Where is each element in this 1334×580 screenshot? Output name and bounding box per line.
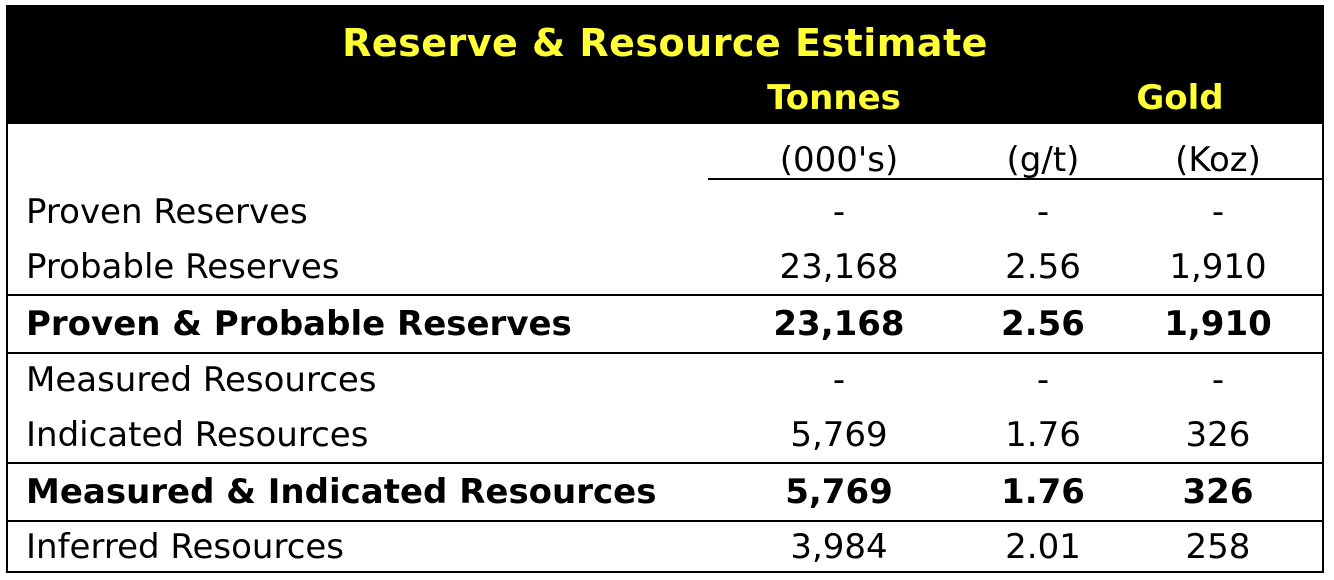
cell-tonnes: 5,769: [790, 415, 888, 455]
cell-grade: -: [1036, 192, 1050, 232]
table-row-proven-reserves: Proven Reserves - - -: [8, 184, 1322, 240]
cell-koz: 326: [1185, 415, 1251, 455]
cell-tonnes: 23,168: [773, 304, 905, 344]
unit-ounces: (Koz): [1175, 140, 1261, 180]
column-header-gold: Gold: [1136, 78, 1224, 118]
table-row-inferred-resources: Inferred Resources 3,984 2.01 258: [8, 519, 1322, 575]
cell-grade: 1.76: [1005, 415, 1081, 455]
table-row-measured-indicated-resources: Measured & Indicated Resources 5,769 1.7…: [8, 462, 1322, 522]
row-label: Indicated Resources: [26, 415, 369, 455]
cell-koz: 258: [1185, 527, 1251, 567]
unit-tonnes: (000's): [779, 140, 899, 180]
column-header-tonnes: Tonnes: [767, 78, 901, 118]
cell-koz: 1,910: [1169, 247, 1267, 287]
units-underline: [708, 178, 1324, 180]
table-row-measured-resources: Measured Resources - - -: [8, 352, 1322, 408]
row-label: Measured & Indicated Resources: [26, 472, 657, 512]
cell-tonnes: 5,769: [785, 472, 893, 512]
cell-grade: 2.01: [1005, 527, 1081, 567]
cell-grade: 2.56: [1005, 247, 1081, 287]
cell-tonnes: -: [832, 360, 846, 400]
row-label: Measured Resources: [26, 360, 377, 400]
cell-koz: -: [1211, 192, 1225, 232]
table-header: Reserve & Resource Estimate Tonnes Gold: [8, 7, 1322, 124]
cell-grade: 2.56: [1001, 304, 1085, 344]
table-title: Reserve & Resource Estimate: [342, 21, 988, 65]
cell-koz: 326: [1182, 472, 1254, 512]
estimate-table: Reserve & Resource Estimate Tonnes Gold …: [6, 5, 1324, 573]
cell-tonnes: -: [832, 192, 846, 232]
table-row-proven-probable-reserves: Proven & Probable Reserves 23,168 2.56 1…: [8, 294, 1322, 354]
cell-tonnes: 3,984: [790, 527, 888, 567]
cell-koz: 1,910: [1164, 304, 1272, 344]
table-row-probable-reserves: Probable Reserves 23,168 2.56 1,910: [8, 239, 1322, 295]
row-label: Inferred Resources: [26, 527, 345, 567]
unit-grade: (g/t): [1006, 140, 1080, 180]
cell-tonnes: 23,168: [779, 247, 899, 287]
units-row: (000's) (g/t) (Koz): [8, 124, 1322, 184]
table-row-indicated-resources: Indicated Resources 5,769 1.76 326: [8, 407, 1322, 463]
cell-grade: -: [1036, 360, 1050, 400]
row-label: Proven & Probable Reserves: [26, 304, 572, 344]
row-label: Probable Reserves: [26, 247, 340, 287]
row-label: Proven Reserves: [26, 192, 308, 232]
cell-grade: 1.76: [1001, 472, 1085, 512]
cell-koz: -: [1211, 360, 1225, 400]
